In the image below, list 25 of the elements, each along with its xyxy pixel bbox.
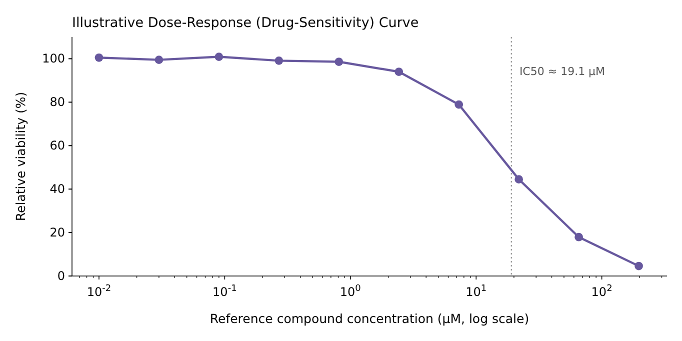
point	[634, 262, 643, 270]
x-tick-label: 10$^{2}$	[591, 284, 612, 299]
y-tick-label: 20	[50, 226, 65, 240]
chart-title: Illustrative Dose-Response (Drug-Sensitivity) Curve	[72, 15, 419, 31]
point	[214, 52, 224, 61]
y-tick-label: 0	[57, 269, 65, 283]
y-tick-label: 100	[42, 52, 65, 66]
x-axis-title: Reference compound concentration (µM, log scale)	[210, 311, 530, 326]
point	[574, 232, 583, 242]
x-tick-label: 10$^{1}$	[466, 284, 487, 299]
y-tick-label: 80	[50, 95, 65, 110]
ref-line-label: IC50 ≈ 19.1 µM	[519, 65, 606, 78]
point	[334, 58, 344, 66]
x-tick-label: 10$^{0}$	[340, 284, 362, 299]
point	[454, 100, 464, 109]
point	[274, 56, 284, 65]
point	[514, 175, 524, 184]
y-axis-title: Relative viability (%)	[13, 92, 28, 222]
y-tick-label: 40	[50, 182, 65, 196]
x-tick-label: 10$^{-2}$	[86, 284, 112, 299]
point	[394, 68, 404, 76]
y-tick-label: 60	[50, 138, 65, 153]
x-tick-label: 10$^{-1}$	[212, 284, 237, 299]
point	[94, 53, 104, 62]
point	[154, 56, 164, 64]
